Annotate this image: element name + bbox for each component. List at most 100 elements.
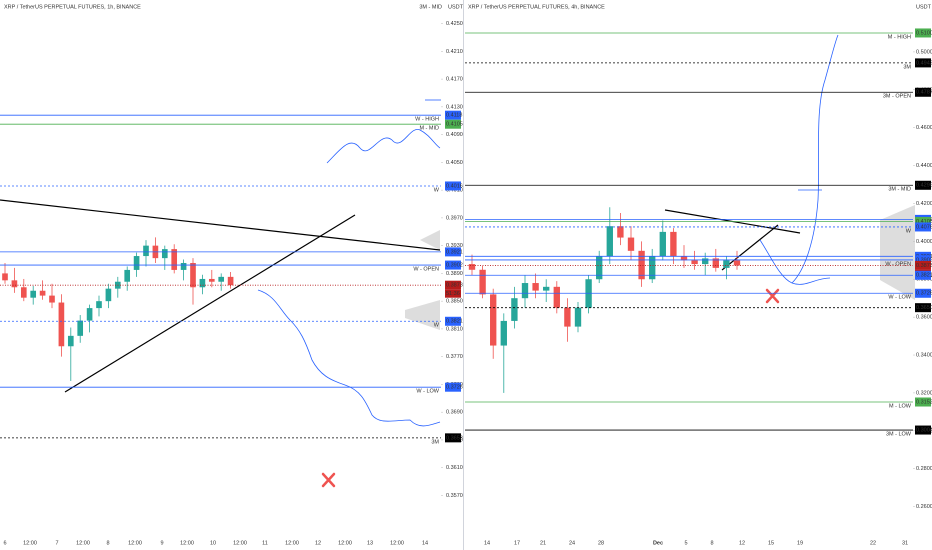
price-label: 0.4118 bbox=[446, 113, 462, 119]
candle-body bbox=[680, 256, 688, 261]
level-tag: W bbox=[434, 187, 440, 193]
candle-body bbox=[218, 276, 225, 282]
x-tick-label: 12:00 bbox=[128, 540, 142, 546]
x-tick-label: 15 bbox=[768, 540, 774, 546]
x-tick-label: Dec bbox=[653, 540, 663, 546]
price-label: 0.3821 bbox=[446, 319, 463, 325]
x-tick-label: 28 bbox=[598, 540, 604, 546]
price-label-box bbox=[445, 433, 461, 443]
x-tick-label: 12:00 bbox=[285, 540, 299, 546]
candle-body bbox=[39, 290, 46, 296]
x-tick-label: 17 bbox=[514, 540, 520, 546]
x-tick-label: 11 bbox=[262, 540, 268, 546]
candle-body bbox=[468, 264, 476, 270]
y-tick-label: 0.4600 bbox=[916, 125, 932, 131]
y-tick-label: 0.3570 bbox=[446, 493, 463, 499]
trend-line bbox=[64, 214, 356, 393]
candle-body bbox=[86, 308, 93, 321]
price-label-box bbox=[445, 280, 461, 290]
price-label-box bbox=[445, 247, 461, 257]
y-tick-label: 0.4010 bbox=[446, 188, 463, 194]
candle-body bbox=[77, 320, 84, 336]
x-tick-label: 12 bbox=[739, 540, 745, 546]
y-tick-label: 0.4170 bbox=[446, 77, 463, 83]
price-label-box bbox=[915, 303, 931, 313]
price-label: 0.3726 bbox=[916, 291, 932, 297]
candle-body bbox=[96, 301, 102, 309]
candle-body bbox=[199, 278, 206, 288]
price-label: 0.4105 bbox=[916, 219, 932, 225]
candle-body bbox=[564, 307, 571, 327]
trend-line bbox=[0, 199, 441, 251]
level-tag: W bbox=[906, 228, 912, 234]
candle-body bbox=[596, 256, 603, 280]
candle-body bbox=[161, 249, 168, 259]
candle-body bbox=[691, 260, 698, 265]
candle-body bbox=[11, 280, 18, 288]
candle-body bbox=[133, 256, 140, 270]
y-tick-label: 0.3600 bbox=[916, 315, 932, 321]
y-tick-label: 0.4200 bbox=[916, 201, 932, 207]
price-label-box bbox=[915, 216, 931, 226]
price-label-box bbox=[915, 222, 931, 232]
y-tick-label: 0.3200 bbox=[916, 390, 932, 396]
projection-path bbox=[257, 289, 441, 427]
x-tick-label: 8 bbox=[106, 540, 109, 546]
y-tick-label: 0.3810 bbox=[446, 326, 463, 332]
countdown-box bbox=[445, 289, 461, 298]
candle-body bbox=[30, 290, 37, 298]
candle-body bbox=[500, 320, 507, 346]
x-tick-label: 7 bbox=[55, 540, 58, 546]
candle-body bbox=[143, 245, 149, 257]
level-tag: W - HIGH bbox=[415, 117, 439, 123]
price-label: 0.3152 bbox=[916, 399, 932, 405]
price-label: 0.3004 bbox=[916, 427, 932, 433]
x-tick-label: 5 bbox=[684, 540, 687, 546]
price-label-box bbox=[915, 255, 931, 265]
candle-body bbox=[58, 302, 65, 347]
level-tag: W - OPEN bbox=[885, 261, 911, 267]
level-tag: 3M bbox=[431, 439, 439, 445]
level-tag: M - MID bbox=[419, 126, 439, 132]
x-tick-label: 12 bbox=[315, 540, 321, 546]
price-label-box bbox=[445, 119, 461, 129]
y-tick-label: 0.3970 bbox=[446, 215, 463, 221]
candle-body bbox=[171, 249, 178, 270]
candle-body bbox=[638, 250, 645, 280]
y-tick-label: 0.3400 bbox=[916, 352, 932, 358]
candle-body bbox=[67, 335, 74, 347]
level-tag: M - LOW bbox=[889, 403, 912, 409]
x-tick-label: 6 bbox=[3, 540, 6, 546]
volume-profile bbox=[405, 100, 440, 330]
candle-body bbox=[702, 258, 709, 265]
y-tick-label: 0.2600 bbox=[916, 504, 932, 510]
price-label: 0.3902 bbox=[916, 257, 932, 263]
candle-body bbox=[180, 262, 187, 270]
price-label: 0.3902 bbox=[446, 263, 463, 269]
price-label-box bbox=[445, 181, 461, 191]
price-label-box bbox=[915, 288, 931, 298]
x-tick-label: 19 bbox=[797, 540, 803, 546]
level-tag: 3M - OPEN bbox=[883, 94, 911, 100]
x-tick-label: 9 bbox=[160, 540, 163, 546]
projection-path bbox=[791, 34, 839, 284]
price-label-box bbox=[915, 425, 931, 435]
trend-line bbox=[721, 224, 779, 271]
price-label-box bbox=[915, 87, 931, 97]
y-tick-label: 0.3770 bbox=[446, 354, 463, 360]
y-tick-label: 0.3610 bbox=[446, 465, 463, 471]
price-label: 0.3873 bbox=[446, 283, 463, 289]
price-label: 0.3726 bbox=[446, 385, 463, 391]
candle-body bbox=[479, 269, 486, 295]
candle-body bbox=[574, 307, 582, 327]
chart-title: XRP / TetherUS PERPETUAL FUTURES, 4h, BI… bbox=[468, 4, 605, 10]
candle-body bbox=[733, 260, 741, 266]
price-label: 0.4076 bbox=[916, 224, 932, 230]
invalidation-mark bbox=[765, 288, 780, 304]
y-tick-label: 0.3690 bbox=[446, 410, 463, 416]
price-label-box bbox=[445, 382, 461, 392]
y-tick-label: 0.4000 bbox=[916, 239, 932, 245]
level-tag: 3M bbox=[903, 64, 911, 70]
x-tick-label: 8 bbox=[710, 540, 713, 546]
